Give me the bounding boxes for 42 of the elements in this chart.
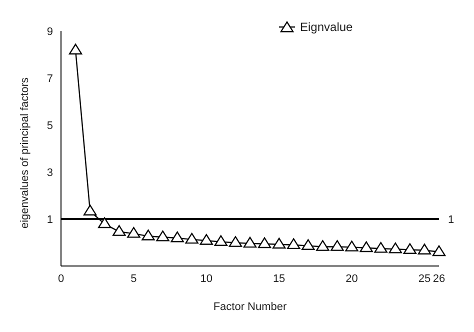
legend-label: Eignvalue [300,20,353,34]
x-axis-title: Factor Number [213,301,288,313]
point [112,225,126,236]
point [142,230,155,240]
point [243,236,257,248]
point [360,241,373,252]
x-tick-label: 20 [346,272,358,285]
point [98,217,112,228]
point [432,245,446,256]
point [83,204,97,216]
point [127,226,140,238]
point [388,242,402,254]
y-tick-label: 3 [46,166,53,179]
x-tick-label: 0 [58,272,64,285]
point [302,239,315,250]
y-tick-label: 7 [46,72,53,85]
point [418,244,432,254]
point [272,238,286,249]
y-tick-label: 9 [46,26,53,38]
point [403,243,417,254]
y-tick-label: 1 [46,214,53,226]
point [68,44,82,54]
x-tick-label: 15 [272,272,286,285]
y-tick-label: 5 [46,120,53,132]
point [258,237,272,248]
ref-line-label: 1 [448,214,454,226]
point [330,240,344,251]
point [228,236,242,247]
point [345,240,358,252]
point [214,235,228,246]
point [185,232,198,244]
point [374,242,388,253]
point [200,234,213,245]
x-tick-label: 5 [130,272,137,285]
point [287,238,300,250]
x-tick-label: 10 [200,272,213,285]
point [316,240,330,251]
y-axis-title: eigenvalues of principal factors [18,76,31,228]
x-tick-label: 25 [418,272,431,285]
x-tick-label: 26 [432,272,446,285]
point [170,231,184,242]
point [156,230,170,242]
